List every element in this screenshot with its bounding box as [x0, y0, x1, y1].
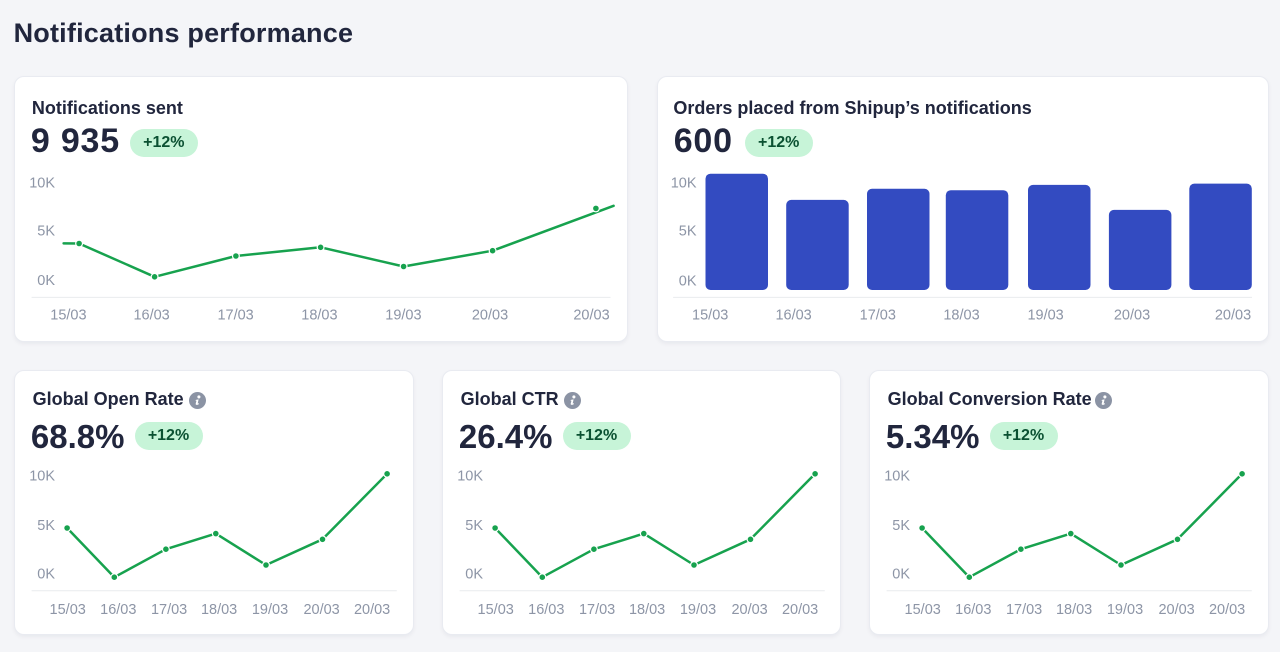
- svg-text:15/03: 15/03: [50, 602, 86, 618]
- svg-text:10K: 10K: [457, 469, 483, 485]
- svg-text:19/03: 19/03: [1107, 602, 1143, 618]
- svg-text:16/03: 16/03: [775, 308, 811, 324]
- svg-text:18/03: 18/03: [1056, 602, 1092, 618]
- svg-text:10K: 10K: [29, 176, 55, 192]
- svg-text:17/03: 17/03: [860, 308, 896, 324]
- svg-text:5K: 5K: [679, 224, 697, 240]
- svg-text:20/03: 20/03: [303, 602, 339, 618]
- svg-text:16/03: 16/03: [100, 602, 136, 618]
- svg-text:20/03: 20/03: [354, 602, 390, 618]
- svg-text:15/03: 15/03: [692, 308, 728, 324]
- svg-text:5K: 5K: [37, 518, 55, 534]
- svg-text:18/03: 18/03: [301, 308, 337, 324]
- svg-text:16/03: 16/03: [133, 308, 169, 324]
- svg-text:16/03: 16/03: [528, 602, 564, 618]
- svg-text:19/03: 19/03: [252, 602, 288, 618]
- svg-text:18/03: 18/03: [201, 602, 237, 618]
- svg-text:15/03: 15/03: [478, 602, 514, 618]
- svg-text:18/03: 18/03: [943, 308, 979, 324]
- svg-text:0K: 0K: [679, 274, 697, 290]
- svg-text:19/03: 19/03: [680, 602, 716, 618]
- svg-text:20/03: 20/03: [1158, 602, 1194, 618]
- svg-text:20/03: 20/03: [573, 308, 609, 324]
- svg-text:17/03: 17/03: [151, 602, 187, 618]
- svg-text:19/03: 19/03: [1027, 308, 1063, 324]
- svg-text:18/03: 18/03: [629, 602, 665, 618]
- svg-text:0K: 0K: [892, 566, 910, 582]
- svg-text:20/03: 20/03: [1114, 308, 1150, 324]
- svg-text:0K: 0K: [465, 566, 483, 582]
- svg-text:15/03: 15/03: [50, 308, 86, 324]
- svg-text:10K: 10K: [671, 176, 697, 192]
- svg-text:5K: 5K: [892, 518, 910, 534]
- svg-text:0K: 0K: [37, 566, 55, 582]
- svg-text:0K: 0K: [37, 273, 55, 289]
- svg-text:17/03: 17/03: [579, 602, 615, 618]
- svg-text:20/03: 20/03: [782, 602, 818, 618]
- svg-text:16/03: 16/03: [955, 602, 991, 618]
- svg-text:10K: 10K: [29, 469, 55, 485]
- svg-text:17/03: 17/03: [217, 308, 253, 324]
- svg-text:20/03: 20/03: [472, 308, 508, 324]
- svg-text:15/03: 15/03: [905, 602, 941, 618]
- svg-text:10K: 10K: [884, 469, 910, 485]
- svg-text:5K: 5K: [465, 518, 483, 534]
- svg-text:17/03: 17/03: [1006, 602, 1042, 618]
- svg-text:20/03: 20/03: [1215, 308, 1251, 324]
- svg-text:19/03: 19/03: [385, 308, 421, 324]
- svg-text:20/03: 20/03: [731, 602, 767, 618]
- svg-text:20/03: 20/03: [1209, 602, 1245, 618]
- svg-text:5K: 5K: [37, 224, 55, 240]
